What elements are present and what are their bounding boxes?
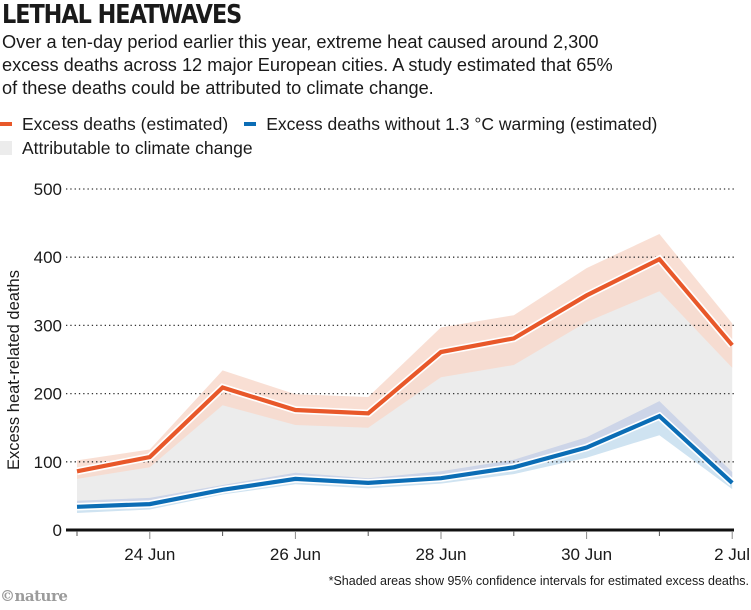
footnote: *Shaded areas show 95% confidence interv…: [328, 574, 749, 588]
legend-swatch-grey-area: [0, 141, 12, 155]
y-tick-label-300: 300: [34, 316, 62, 335]
x-tick-label: 26 Jun: [270, 545, 321, 564]
legend-label: Excess deaths (estimated): [22, 114, 229, 134]
y-axis-label: Excess heat-related deaths: [5, 270, 23, 470]
y-tick-label-0: 0: [53, 521, 62, 540]
legend-label: Excess deaths without 1.3 °C warming (es…: [266, 114, 658, 134]
chart-subtitle: Over a ten-day period earlier this year,…: [2, 32, 613, 98]
y-axis-label-wrap: Excess heat-related deaths: [5, 270, 205, 489]
blue-confidence-band-upper: [77, 401, 733, 507]
x-tick-label: 2 Jul: [714, 545, 750, 564]
x-tick-label: 30 Jun: [561, 545, 612, 564]
y-tick-label-200: 200: [34, 385, 62, 404]
orange-confidence-band: [77, 234, 733, 479]
y-tick-label-500: 500: [34, 180, 62, 199]
legend-swatch-orange-line: [0, 122, 12, 126]
line-excess-deaths: [76, 256, 734, 474]
y-tick-label-400: 400: [34, 248, 62, 267]
legend-item-excess-deaths: Excess deaths (estimated): [0, 112, 228, 136]
y-tick-label-100: 100: [34, 453, 62, 472]
y-tick-labels: 0 100 200 300 400 500: [34, 180, 62, 540]
legend-item-attributable: Attributable to climate change: [0, 136, 253, 160]
legend-item-without-warming: Excess deaths without 1.3 °C warming (es…: [244, 112, 657, 136]
line-without-warming: [76, 413, 734, 509]
legend-swatch-blue-line: [244, 122, 257, 126]
x-tick-label: 24 Jun: [124, 545, 175, 564]
chart-lines: [76, 254, 736, 511]
chart-title: LETHAL HEATWAVES: [2, 0, 242, 30]
chart-axis: [66, 528, 734, 539]
nature-logo: ©nature: [0, 587, 68, 605]
x-tick-label: 28 Jun: [415, 545, 466, 564]
x-tick-labels: 24 Jun 26 Jun 28 Jun 30 Jun 2 Jul: [124, 545, 750, 564]
legend: Excess deaths (estimated) Excess deaths …: [0, 112, 673, 160]
legend-label: Attributable to climate change: [22, 138, 253, 158]
